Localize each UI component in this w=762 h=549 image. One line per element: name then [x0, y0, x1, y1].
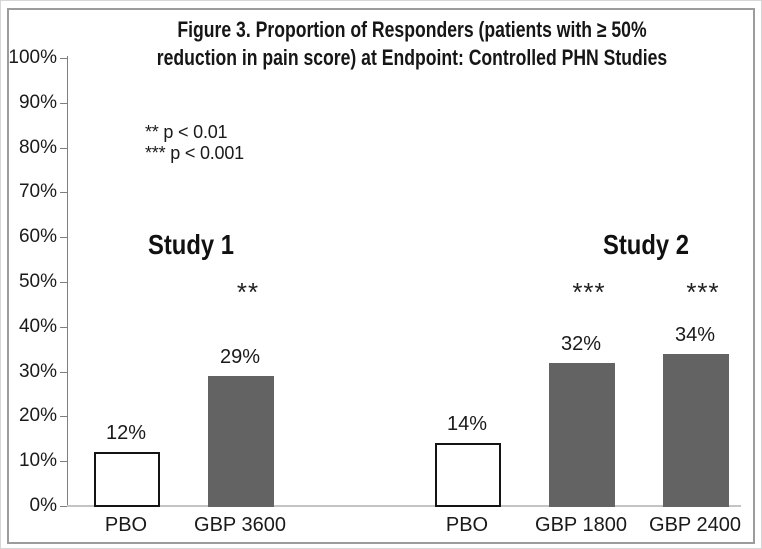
significance-stars: ** [236, 277, 260, 307]
bar-gbp-3600 [208, 376, 274, 507]
y-axis-tick [60, 461, 67, 462]
significance-legend: ** p < 0.01 *** p < 0.001 [145, 122, 244, 164]
y-axis-label: 80% [18, 137, 57, 158]
bar-value-label: 14% [446, 413, 488, 435]
y-axis-label: 90% [18, 92, 57, 113]
y-axis-label: 20% [18, 405, 57, 426]
bar-gbp-2400 [663, 354, 729, 507]
significance-stars: *** [686, 277, 720, 307]
y-axis-label: 30% [18, 361, 57, 382]
y-axis-tick [60, 103, 67, 104]
significance-stars: *** [572, 277, 606, 307]
y-axis-tick [60, 506, 67, 507]
y-axis-label: 50% [18, 271, 57, 292]
y-axis-label: 100% [8, 47, 57, 68]
y-axis-label: 70% [18, 181, 57, 202]
y-axis-label: 10% [18, 450, 57, 471]
x-axis-label: PBO [104, 514, 148, 536]
y-axis-tick [60, 282, 67, 283]
x-axis-baseline [67, 505, 741, 507]
y-axis-label: 0% [29, 495, 57, 516]
y-axis-tick [60, 327, 67, 328]
bar-value-label: 32% [560, 333, 602, 355]
y-axis-tick [60, 416, 67, 417]
bar-pbo [435, 443, 501, 507]
significance-note-p01: ** p < 0.01 [145, 122, 228, 142]
chart-frame [7, 8, 755, 544]
x-axis-label: GBP 2400 [649, 514, 741, 536]
bar-value-label: 29% [219, 346, 261, 368]
study-2-label: Study 2 [603, 229, 689, 260]
y-axis-tick [60, 237, 67, 238]
bar-pbo [94, 452, 160, 507]
chart-title: Figure 3. Proportion of Responders (pati… [61, 16, 761, 72]
study-1-label: Study 1 [148, 229, 234, 260]
bar-value-label: 12% [105, 422, 147, 444]
y-axis-line [67, 56, 68, 507]
chart-title-line2: reduction in pain score) at Endpoint: Co… [156, 45, 668, 70]
y-axis-label: 60% [18, 226, 57, 247]
x-axis-label: GBP 3600 [194, 514, 286, 536]
y-axis-label: 40% [18, 316, 57, 337]
bar-gbp-1800 [549, 363, 615, 507]
chart-title-line1: Figure 3. Proportion of Responders (pati… [177, 17, 647, 42]
bar-value-label: 34% [674, 324, 716, 346]
x-axis-label: GBP 1800 [535, 514, 627, 536]
y-axis-tick [60, 148, 67, 149]
significance-note-p001: *** p < 0.001 [145, 143, 244, 163]
y-axis-tick [60, 192, 67, 193]
y-axis-tick [60, 372, 67, 373]
y-axis-tick [60, 58, 67, 59]
x-axis-label: PBO [445, 514, 489, 536]
